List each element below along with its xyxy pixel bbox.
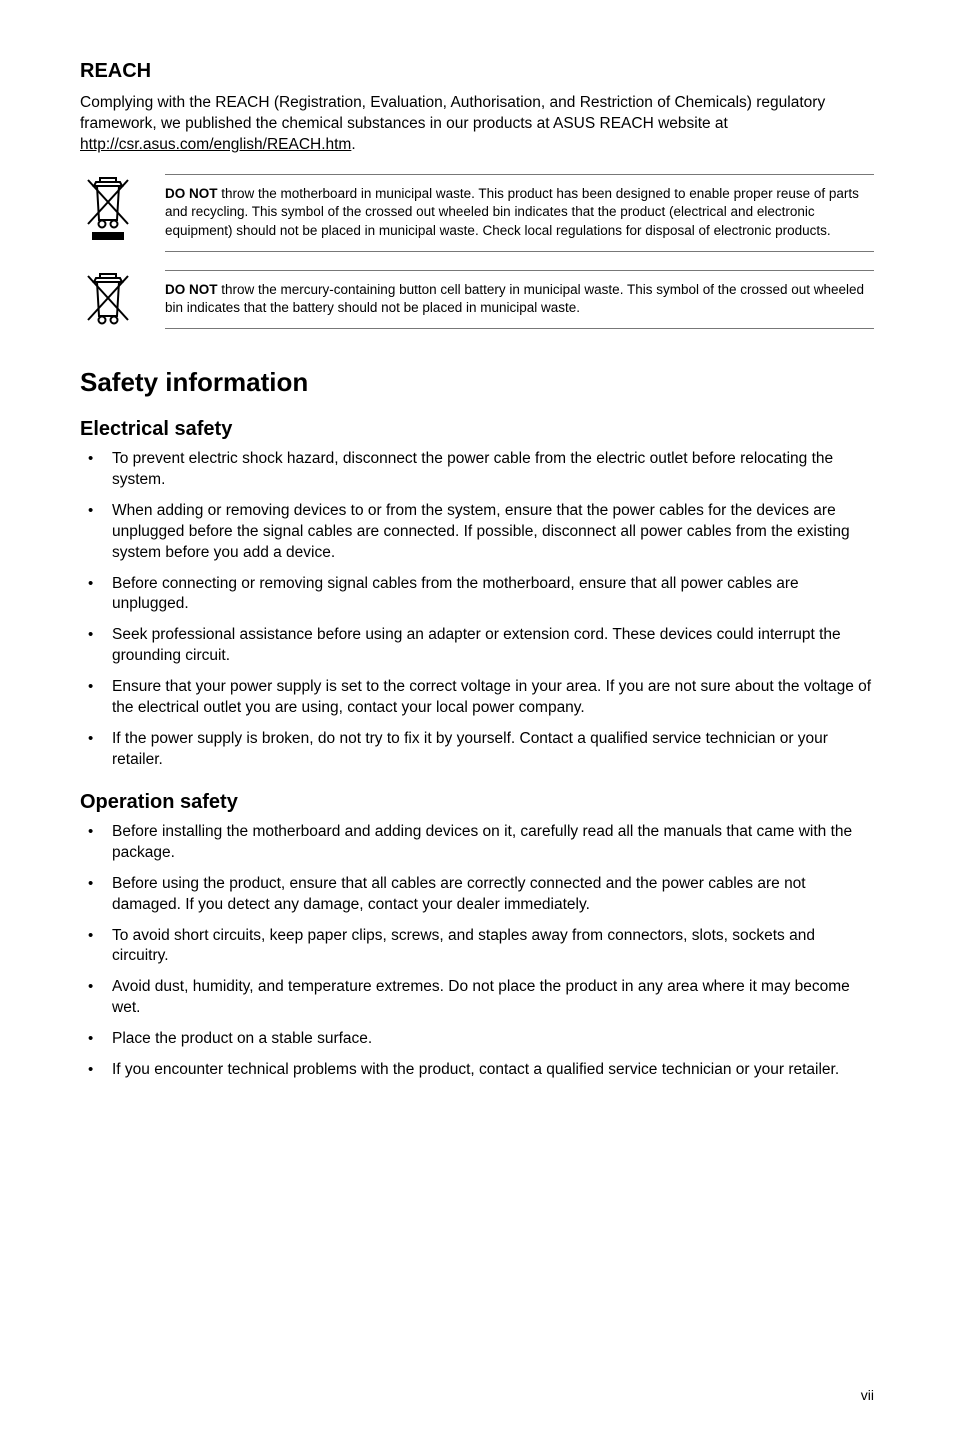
reach-paragraph: Complying with the REACH (Registration, … xyxy=(80,93,874,156)
list-item: Before connecting or removing signal cab… xyxy=(80,574,874,616)
warning-bold-2: DO NOT xyxy=(165,282,218,297)
warning-block-battery: DO NOT throw the mercury-containing butt… xyxy=(80,270,874,329)
list-item: If you encounter technical problems with… xyxy=(80,1060,874,1081)
list-item: Place the product on a stable surface. xyxy=(80,1029,874,1050)
page-number: vii xyxy=(861,1387,874,1403)
safety-heading: Safety information xyxy=(80,367,874,398)
electrical-safety-list: To prevent electric shock hazard, discon… xyxy=(80,449,874,771)
weee-bin-icon-with-bar xyxy=(80,174,135,242)
list-item: Avoid dust, humidity, and temperature ex… xyxy=(80,977,874,1019)
operation-safety-list: Before installing the motherboard and ad… xyxy=(80,822,874,1081)
list-item: Seek professional assistance before usin… xyxy=(80,625,874,667)
list-item: Before installing the motherboard and ad… xyxy=(80,822,874,864)
warning-block-weee: DO NOT throw the motherboard in municipa… xyxy=(80,174,874,252)
reach-link: http://csr.asus.com/english/REACH.htm xyxy=(80,136,351,153)
list-item: Ensure that your power supply is set to … xyxy=(80,677,874,719)
list-item: To avoid short circuits, keep paper clip… xyxy=(80,926,874,968)
list-item: If the power supply is broken, do not tr… xyxy=(80,729,874,771)
list-item: When adding or removing devices to or fr… xyxy=(80,501,874,564)
weee-bin-icon xyxy=(80,270,135,326)
warning-bold-1: DO NOT xyxy=(165,186,218,201)
operation-safety-heading: Operation safety xyxy=(80,791,874,814)
reach-text-before: Complying with the REACH (Registration, … xyxy=(80,94,825,132)
list-item: To prevent electric shock hazard, discon… xyxy=(80,449,874,491)
warning-text-1: DO NOT throw the motherboard in municipa… xyxy=(165,174,874,252)
reach-heading: REACH xyxy=(80,60,874,83)
warning-body-1: throw the motherboard in municipal waste… xyxy=(165,186,859,238)
list-item: Before using the product, ensure that al… xyxy=(80,874,874,916)
warning-body-2: throw the mercury-containing button cell… xyxy=(165,282,864,316)
electrical-safety-heading: Electrical safety xyxy=(80,418,874,441)
warning-text-2: DO NOT throw the mercury-containing butt… xyxy=(165,270,874,329)
reach-text-after: . xyxy=(351,136,355,153)
